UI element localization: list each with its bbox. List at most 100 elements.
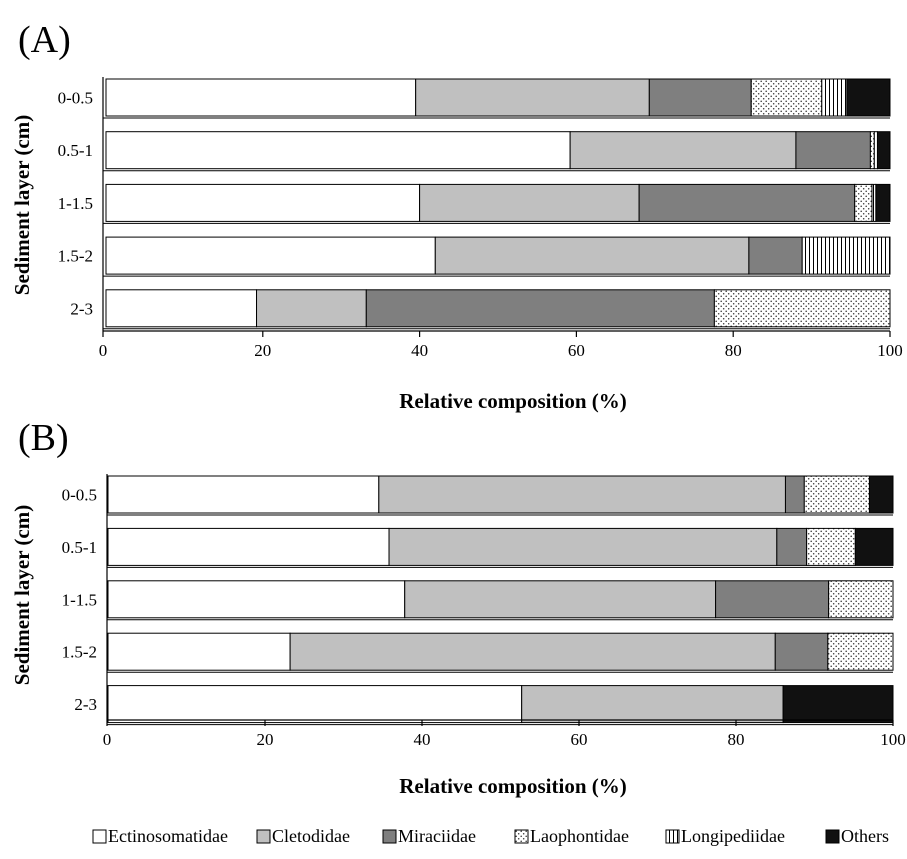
bar-segment <box>875 183 891 222</box>
bar-segment <box>105 183 421 222</box>
x-tick-label: 60 <box>568 341 585 360</box>
bar-segment <box>795 131 871 170</box>
x-tick-label: 40 <box>414 730 431 749</box>
panel-a: (A) 0-0.50.5-11-1.51.5-22-30 20 40 60 80 100 … <box>10 19 903 413</box>
axes: 0-0.5 0.5-1 1-1.5 1.5-2 2-3 0 20 40 60 80 100 <box>58 77 903 360</box>
x-tick-label: 0 <box>99 341 108 360</box>
y-axis-title: Sediment layer (cm) <box>10 115 34 295</box>
x-tick-label: 80 <box>725 341 742 360</box>
legend-swatch <box>92 829 107 844</box>
panel-label: (A) <box>18 19 71 61</box>
bar-segment <box>415 78 650 117</box>
legend-swatch <box>665 829 680 844</box>
bar-segment <box>107 580 406 619</box>
bar-segment <box>378 475 786 514</box>
legend: Ectinosomatidae Cletodidae Miraciidae Laoph… <box>92 826 889 846</box>
bar-segment <box>854 527 894 566</box>
legend-label: Ectinosomatidae <box>108 826 228 846</box>
y-tick-label: 1.5-2 <box>62 643 97 662</box>
bar-segment <box>434 236 750 275</box>
bar-segment <box>107 527 390 566</box>
bar-segment <box>638 183 856 222</box>
bar-segment <box>713 289 891 328</box>
x-tick-label: 100 <box>877 341 903 360</box>
y-tick-label: 1-1.5 <box>58 194 93 213</box>
bar-group <box>107 475 894 726</box>
x-axis-title: Relative composition (%) <box>399 774 626 798</box>
legend-swatch <box>256 829 271 844</box>
legend-item: Laophontidae <box>514 826 629 846</box>
y-tick-label: 1-1.5 <box>62 590 97 609</box>
legend-label: Longipediidae <box>681 826 785 846</box>
panel-b: (B) 0-0.50.5-11-1.51.5-22-30 20 40 60 80 100 … <box>10 417 906 798</box>
y-tick-label: 0-0.5 <box>62 486 97 505</box>
bar-segment <box>419 183 640 222</box>
legend-label: Cletodidae <box>272 826 350 846</box>
bar-segment <box>365 289 715 328</box>
y-tick-label: 2-3 <box>70 299 93 318</box>
bar-segment <box>806 527 856 566</box>
bar-segment <box>569 131 797 170</box>
bar-segment <box>648 78 752 117</box>
bar-segment <box>107 475 380 514</box>
bar-segment <box>750 78 823 117</box>
y-tick-label: 0.5-1 <box>58 141 93 160</box>
bar-segment <box>289 632 776 671</box>
bar-segment <box>846 78 891 117</box>
x-tick-label: 0 <box>103 730 112 749</box>
bar-segment <box>821 78 848 117</box>
x-tick-label: 100 <box>880 730 906 749</box>
bar-segment <box>256 289 367 328</box>
y-tick-label: 0.5-1 <box>62 538 97 557</box>
legend-item: Ectinosomatidae <box>92 826 228 846</box>
y-tick-label: 0-0.5 <box>58 89 93 108</box>
bar-segment <box>854 183 873 222</box>
bar-segment <box>105 236 436 275</box>
bar-segment <box>876 131 891 170</box>
bar-segment <box>388 527 778 566</box>
bar-segment <box>827 632 894 671</box>
bar-segment <box>404 580 717 619</box>
x-tick-label: 20 <box>254 341 271 360</box>
legend-label: Miraciidae <box>398 826 476 846</box>
legend-swatch <box>825 829 840 844</box>
y-tick-label: 1.5-2 <box>58 247 93 266</box>
bar-segment <box>105 289 258 328</box>
x-tick-label: 60 <box>571 730 588 749</box>
bar-segment <box>776 527 808 566</box>
legend-item: Cletodidae <box>256 826 350 846</box>
axes: 0-0.5 0.5-1 1-1.5 1.5-2 2-3 0 20 40 60 80 100 <box>62 474 906 749</box>
y-axis-title: Sediment layer (cm) <box>10 505 34 685</box>
bar-segment <box>803 475 870 514</box>
x-tick-label: 80 <box>728 730 745 749</box>
legend-item: Longipediidae <box>665 826 785 846</box>
bar-segment <box>521 685 784 724</box>
panel-label: (B) <box>18 417 69 459</box>
legend-swatch <box>382 829 397 844</box>
x-tick-label: 40 <box>411 341 428 360</box>
bar-segment <box>105 131 571 170</box>
bar-segment <box>869 131 875 170</box>
bar-segment <box>871 183 877 222</box>
bar-segment <box>715 580 830 619</box>
x-axis-title: Relative composition (%) <box>399 389 626 413</box>
bar-segment <box>105 78 417 117</box>
legend-label: Laophontidae <box>530 826 629 846</box>
bar-segment <box>784 475 805 514</box>
bar-segment <box>868 475 894 514</box>
bar-segment <box>748 236 803 275</box>
bar-segment <box>782 685 894 724</box>
bar-segment <box>774 632 829 671</box>
bar-segment <box>828 580 894 619</box>
x-tick-label: 20 <box>257 730 274 749</box>
bar-segment <box>107 632 291 671</box>
legend-item: Miraciidae <box>382 826 476 846</box>
legend-label: Others <box>841 826 889 846</box>
legend-item: Others <box>825 826 889 846</box>
bar-segment <box>107 685 523 724</box>
bar-group <box>103 78 891 330</box>
bar-segment <box>801 236 891 275</box>
legend-swatch <box>514 829 529 844</box>
y-tick-label: 2-3 <box>74 695 97 714</box>
